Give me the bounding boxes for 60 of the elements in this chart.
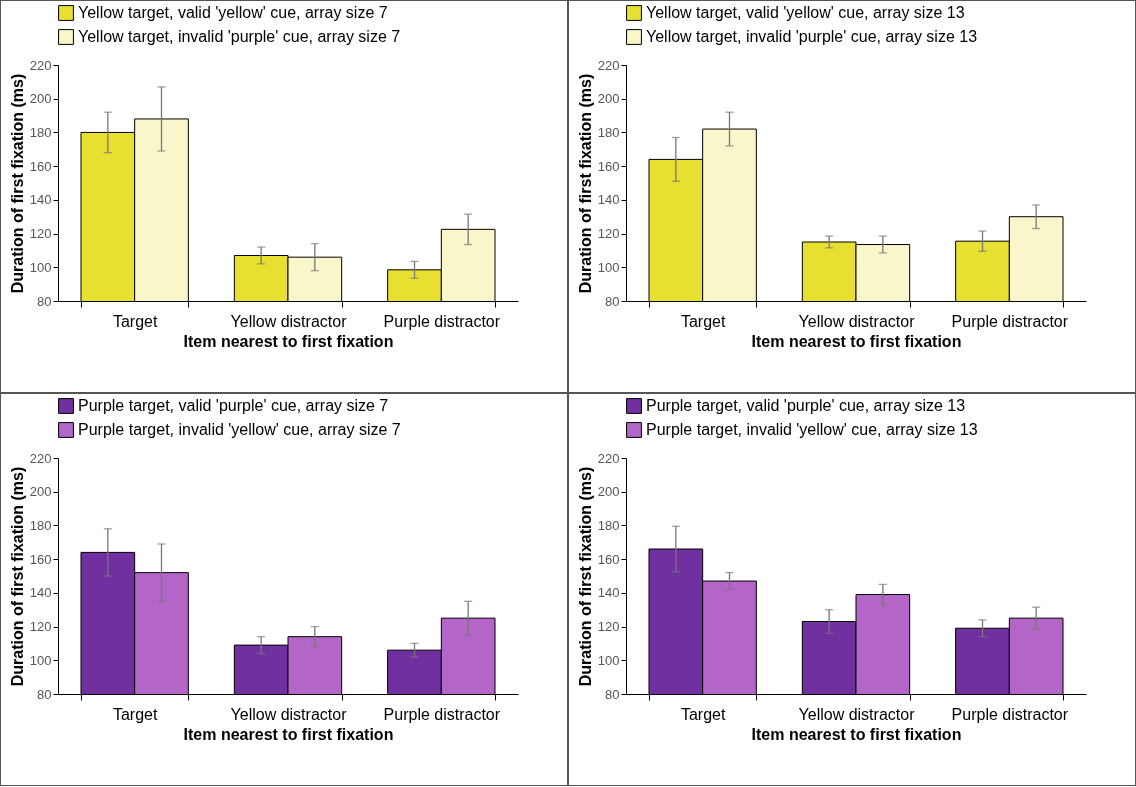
y-tick-label: 220	[29, 57, 52, 73]
y-tick-label: 160	[597, 551, 620, 567]
x-tick-label: Target	[112, 312, 158, 330]
legend-label: Yellow target, valid 'yellow' cue, array size 13	[646, 4, 965, 21]
x-axis-title: Item nearest to first fixation	[183, 725, 394, 743]
y-tick-label: 180	[29, 124, 52, 140]
legend-label: Purple target, valid 'purple' cue, array size 13	[646, 397, 966, 414]
legend-label: Yellow target, invalid 'purple' cue, array size 7	[78, 28, 401, 45]
y-tick-label: 140	[597, 585, 620, 601]
y-tick-label: 80	[37, 293, 52, 309]
y-axis-title: Duration of first fixation (ms)	[576, 466, 594, 687]
y-tick-label: 160	[29, 158, 52, 174]
legend-label: Yellow target, valid 'yellow' cue, array size 7	[78, 4, 388, 21]
y-tick-label: 180	[29, 517, 52, 533]
y-tick-label: 160	[29, 551, 52, 567]
x-tick-label: Purple distractor	[383, 312, 501, 330]
x-tick-label: Yellow distractor	[798, 705, 916, 723]
y-tick-label: 100	[29, 652, 52, 668]
x-tick-label: Purple distractor	[951, 705, 1069, 723]
y-tick-label: 200	[597, 91, 620, 107]
x-tick-label: Yellow distractor	[230, 312, 348, 330]
y-tick-label: 120	[597, 619, 620, 635]
x-axis-title: Item nearest to first fixation	[751, 725, 962, 743]
y-tick-label: 100	[597, 652, 620, 668]
legend-label: Purple target, invalid 'yellow' cue, array size 13	[646, 421, 978, 438]
y-tick-label: 220	[29, 450, 52, 466]
y-tick-label: 200	[597, 484, 620, 500]
x-tick-label: Purple distractor	[951, 312, 1069, 330]
y-tick-label: 140	[597, 192, 620, 208]
y-axis-title: Duration of first fixation (ms)	[8, 73, 26, 294]
y-tick-label: 120	[597, 226, 620, 242]
x-tick-label: Purple distractor	[383, 705, 501, 723]
y-tick-label: 220	[597, 57, 620, 73]
legend-label: Purple target, invalid 'yellow' cue, array size 7	[78, 421, 401, 438]
y-tick-label: 120	[29, 619, 52, 635]
x-axis-title: Item nearest to first fixation	[183, 332, 394, 350]
x-axis-title: Item nearest to first fixation	[751, 332, 962, 350]
y-axis-title: Duration of first fixation (ms)	[8, 466, 26, 687]
y-tick-label: 80	[605, 293, 620, 309]
y-tick-label: 200	[29, 91, 52, 107]
y-tick-label: 140	[29, 585, 52, 601]
legend-label: Purple target, valid 'purple' cue, array size 7	[78, 397, 389, 414]
x-tick-label: Yellow distractor	[230, 705, 348, 723]
x-tick-label: Target	[680, 705, 726, 723]
y-tick-label: 100	[597, 259, 620, 275]
x-tick-label: Yellow distractor	[798, 312, 916, 330]
y-tick-label: 180	[597, 124, 620, 140]
y-tick-label: 140	[29, 192, 52, 208]
y-tick-label: 80	[605, 686, 620, 702]
legend-label: Yellow target, invalid 'purple' cue, array size 13	[646, 28, 978, 45]
y-tick-label: 220	[597, 450, 620, 466]
x-tick-label: Target	[112, 705, 158, 723]
x-tick-label: Target	[680, 312, 726, 330]
y-tick-label: 80	[37, 686, 52, 702]
y-axis-title: Duration of first fixation (ms)	[576, 73, 594, 294]
y-tick-label: 160	[597, 158, 620, 174]
y-tick-label: 180	[597, 517, 620, 533]
y-tick-label: 100	[29, 259, 52, 275]
y-tick-label: 120	[29, 226, 52, 242]
y-tick-label: 200	[29, 484, 52, 500]
